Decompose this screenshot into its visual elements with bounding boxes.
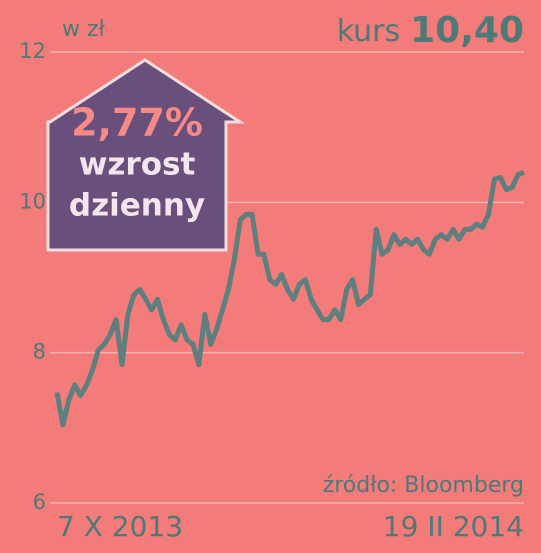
grid: 6 8 10 12 7 X 2013 19 II 2014 [19,39,524,543]
x-tick-label: 19 II 2014 [383,510,524,543]
x-tick-label: 7 X 2013 [57,510,183,543]
headline-label: kurs [337,14,400,49]
headline: kurs 10,40 [337,10,524,51]
y-tick-label: 8 [33,340,46,364]
y-tick-label: 10 [19,189,46,213]
source: źródło: Bloomberg [323,473,524,498]
badge-change: 2,77% [71,101,203,145]
price-line [54,169,525,428]
y-tick-label: 12 [19,39,46,63]
badge-line1: wzrost [79,147,196,183]
badge-line2: dzienny [69,188,205,224]
unit-label: w zł [62,17,106,42]
headline-value: 10,40 [410,10,524,51]
y-tick-label: 6 [33,490,46,514]
badge-shape [46,58,246,252]
plot [54,169,525,428]
